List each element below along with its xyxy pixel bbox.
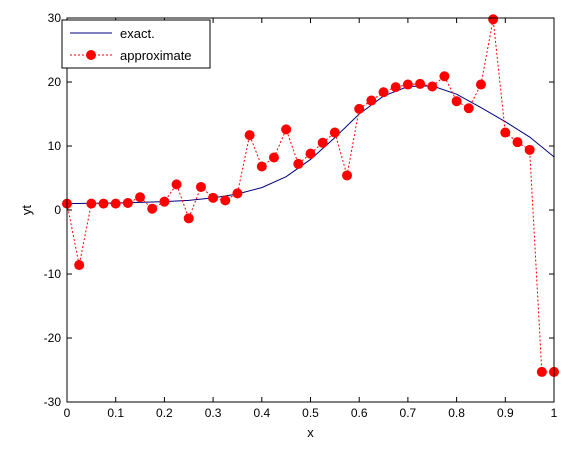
y-tick-label: 10: [48, 139, 62, 153]
data-point: [98, 198, 109, 209]
data-point: [183, 213, 194, 224]
data-point: [329, 127, 340, 138]
y-tick-label: 0: [54, 203, 61, 217]
y-tick-label: 20: [48, 75, 62, 89]
data-point: [147, 203, 158, 214]
data-point: [171, 179, 182, 190]
x-tick-label: 0.5: [302, 406, 319, 420]
data-point: [427, 81, 438, 92]
plot-area: [67, 18, 554, 402]
legend: exact. approximate: [61, 19, 211, 69]
data-point: [110, 198, 121, 209]
x-tick-label: 0.4: [253, 406, 270, 420]
data-point: [439, 71, 450, 82]
x-tick-label: 0.1: [107, 406, 124, 420]
data-point: [232, 188, 243, 199]
x-tick-label: 0.7: [400, 406, 417, 420]
data-point: [342, 170, 353, 181]
x-tick-label: 0.3: [205, 406, 222, 420]
data-point: [463, 103, 474, 114]
legend-label-1: exact.: [120, 26, 155, 41]
data-point: [268, 152, 279, 163]
data-point: [208, 192, 219, 203]
data-point: [135, 192, 146, 203]
data-point: [220, 195, 231, 206]
data-point: [536, 366, 547, 377]
legend-box: [61, 19, 211, 69]
data-point: [74, 260, 85, 271]
data-point: [159, 196, 170, 207]
x-tick-label: 1: [551, 406, 558, 420]
legend-label-2: approximate: [120, 48, 192, 63]
data-point: [256, 161, 267, 172]
data-point: [475, 79, 486, 90]
y-tick-label: 30: [48, 11, 62, 25]
series-layer: [62, 14, 559, 377]
data-point: [390, 82, 401, 93]
data-point: [402, 79, 413, 90]
data-point: [512, 137, 523, 148]
x-axis-label: x: [307, 425, 314, 440]
x-tick-label: 0.8: [448, 406, 465, 420]
x-tick-label: 0: [64, 406, 71, 420]
data-point: [354, 103, 365, 114]
plot-background: [67, 18, 554, 402]
data-point: [366, 95, 377, 106]
data-point: [451, 96, 462, 107]
y-axis-label: yt: [19, 205, 34, 216]
data-point: [195, 181, 206, 192]
data-point: [293, 158, 304, 169]
x-tick-label: 0.6: [351, 406, 368, 420]
data-point: [524, 144, 535, 155]
data-point: [415, 78, 426, 89]
data-point: [122, 197, 133, 208]
data-point: [305, 148, 316, 159]
y-tick-label: -30: [44, 395, 62, 409]
y-tick-label: -10: [44, 267, 62, 281]
series-line-1: [66, 85, 555, 205]
data-point: [317, 137, 328, 148]
data-point: [378, 87, 389, 98]
data-point: [488, 14, 499, 25]
legend-marker: [86, 50, 96, 60]
data-point: [500, 127, 511, 138]
x-tick-label: 0.2: [156, 406, 173, 420]
data-point: [86, 198, 97, 209]
data-point: [244, 130, 255, 141]
x-tick-label: 0.9: [497, 406, 514, 420]
data-point: [281, 124, 292, 135]
axes: 0 0.1 0.2 0.3 0.4 0.5 0.6 0.7 0.8 0.9 1 -30 -20 -10 0 1…: [44, 11, 558, 420]
y-tick-label: -20: [44, 331, 62, 345]
